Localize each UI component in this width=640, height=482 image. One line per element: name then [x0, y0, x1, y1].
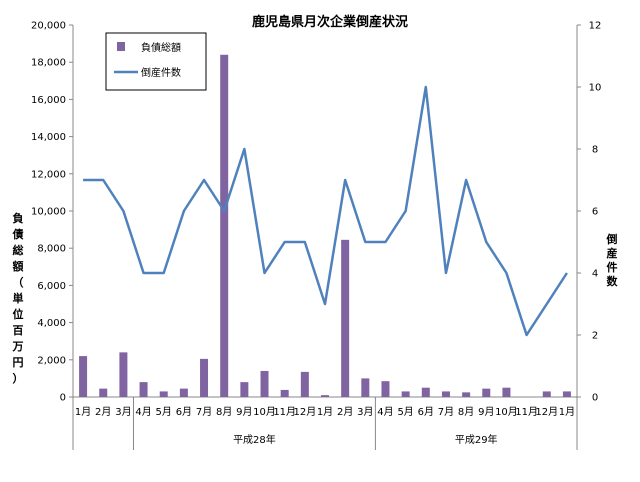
debt-bar: [441, 391, 450, 397]
axis-label-char: 件: [607, 260, 618, 274]
legend-line-label: 倒産件数: [141, 66, 181, 79]
y-left-tick-label: 14,000: [31, 132, 66, 143]
debt-bar: [401, 391, 410, 397]
debt-bar: [179, 388, 188, 397]
x-tick-label: 6月: [418, 406, 434, 418]
axis-label-char: 百: [13, 324, 24, 337]
axis-label-char: 位: [13, 307, 24, 321]
axis-label-char: 単: [13, 291, 24, 305]
tick-labels: 0 2,000 4,000 6,000 8,000 10,000 12,000 14,000 1…: [31, 21, 601, 447]
x-tick-label: 7月: [196, 406, 212, 418]
axis-label-char: 数: [607, 274, 619, 288]
debt-bar: [200, 358, 209, 397]
y-axis-right-label: 倒産件数: [606, 232, 619, 288]
x-tick-label: 11月: [273, 406, 296, 418]
x-tick-label: 1月: [75, 406, 91, 418]
x-group-label: 平成28年: [233, 433, 276, 446]
x-tick-label: 4月: [377, 406, 393, 418]
x-tick-label: 12月: [293, 406, 316, 418]
axis-label-char: （: [13, 276, 24, 289]
y-right-tick-label: 2: [592, 331, 598, 342]
x-tick-label: 4月: [135, 406, 151, 418]
debt-bar: [260, 370, 269, 397]
debt-bar: [240, 382, 249, 397]
x-tick-label: 6月: [176, 406, 192, 418]
y-right-tick-label: 12: [589, 21, 602, 32]
x-tick-label: 3月: [115, 406, 131, 418]
axis-label-char: ）: [13, 372, 24, 385]
x-tick-label: 3月: [357, 406, 373, 418]
y-left-tick-label: 6,000: [37, 281, 66, 292]
x-tick-label: 1月: [559, 406, 575, 418]
axis-label-char: 総: [13, 243, 24, 257]
axis-label-char: 倒: [606, 232, 618, 246]
axis-label-char: 万: [12, 340, 24, 353]
count-series-line: [83, 85, 568, 337]
y-right-tick-label: 6: [592, 207, 598, 218]
x-tick-label: 2月: [337, 406, 353, 418]
legend-box: [105, 32, 207, 91]
debt-bar: [159, 391, 168, 397]
debt-bars: [79, 54, 571, 397]
legend-bar-swatch: [117, 42, 125, 51]
x-tick-label: 1月: [317, 406, 333, 418]
debt-bar: [502, 387, 511, 397]
y-left-tick-label: 20,000: [31, 21, 66, 32]
debt-bar: [542, 391, 551, 397]
y-right-tick-label: 0: [592, 393, 598, 404]
count-line: [83, 85, 568, 337]
debt-bar: [361, 378, 370, 397]
y-axis-left-label: 負債総額 （ 単位百万円 ）: [12, 211, 24, 385]
debt-bar: [482, 388, 491, 397]
y-left-tick-label: 12,000: [31, 169, 66, 180]
y-left-tick-label: 2,000: [37, 355, 66, 366]
x-tick-label: 10月: [495, 406, 518, 418]
x-tick-label: 9月: [478, 406, 494, 418]
debt-bar: [119, 352, 128, 397]
x-tick-label: 7月: [438, 406, 454, 418]
y-left-tick-label: 18,000: [31, 58, 66, 69]
debt-bar: [79, 356, 88, 397]
axis-label-char: 円: [13, 356, 24, 369]
x-tick-label: 5月: [156, 406, 172, 418]
x-tick-label: 2月: [95, 406, 111, 418]
legend-bar-label: 負債総額: [141, 41, 181, 54]
x-group-label: 平成29年: [455, 433, 498, 446]
x-tick-label: 9月: [236, 406, 252, 418]
debt-bar: [381, 381, 390, 397]
y-left-tick-label: 10,000: [31, 207, 66, 218]
x-tick-label: 12月: [535, 406, 558, 418]
y-left-tick-label: 8,000: [37, 244, 66, 255]
axis-label-char: 債: [12, 227, 24, 241]
debt-bar: [280, 389, 289, 397]
x-tick-label: 10月: [253, 406, 276, 418]
x-tick-label: 8月: [458, 406, 474, 418]
axis-label-char: 額: [12, 259, 24, 273]
x-tick-label: 8月: [216, 406, 232, 418]
debt-bar: [341, 239, 350, 397]
chart-title: 鹿児島県月次企業倒産状況: [252, 14, 408, 30]
debt-bar: [321, 395, 329, 397]
debt-bar: [99, 388, 108, 397]
y-left-tick-label: 0: [60, 393, 66, 404]
debt-bar: [220, 54, 229, 397]
y-right-tick-label: 10: [589, 83, 602, 94]
debt-bar: [462, 392, 471, 397]
y-left-tick-label: 4,000: [37, 318, 66, 329]
x-tick-label: 5月: [397, 406, 413, 418]
x-tick-label: 11月: [515, 406, 538, 418]
y-right-tick-label: 4: [592, 269, 598, 280]
axis-label-char: 負: [13, 211, 24, 225]
axis-label-char: 産: [607, 246, 618, 260]
y-left-tick-label: 16,000: [31, 95, 66, 106]
debt-bar: [300, 371, 309, 397]
y-right-tick-label: 8: [592, 145, 598, 156]
debt-bar: [562, 391, 571, 397]
debt-bar: [139, 382, 148, 397]
debt-bar: [421, 387, 430, 397]
